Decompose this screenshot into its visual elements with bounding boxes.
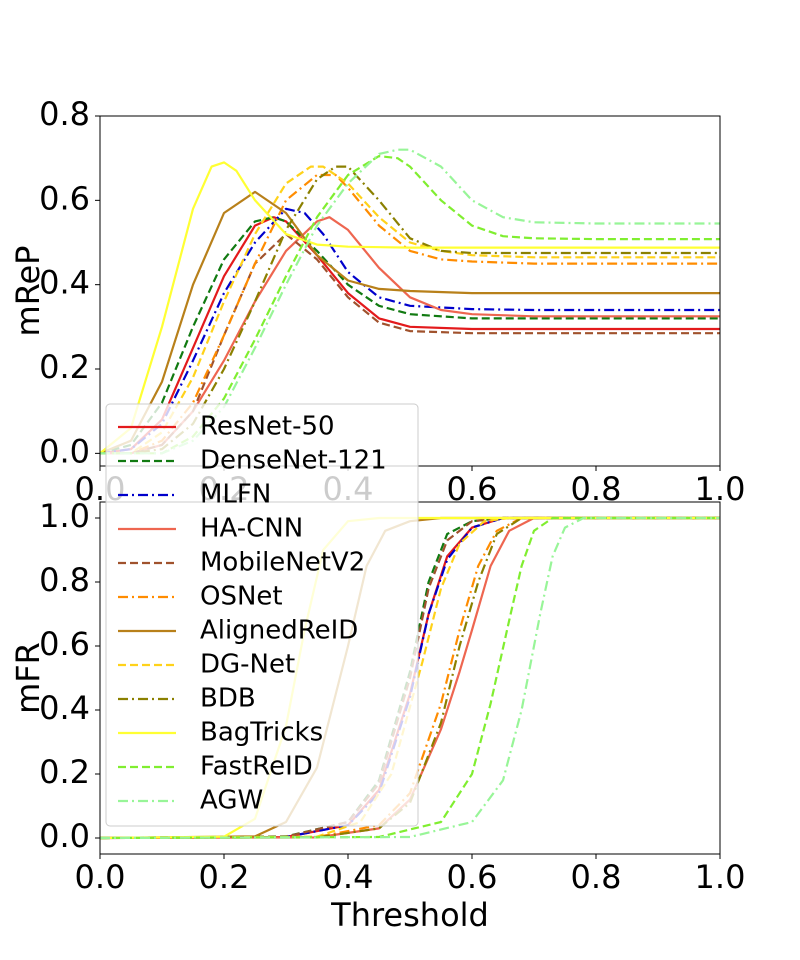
bottom-x-tick-label: 0.0 bbox=[75, 858, 126, 896]
legend-label: ResNet-50 bbox=[200, 412, 335, 442]
legend: ResNet-50 DenseNet-121 MLFN HA-CNN MobileNet… bbox=[105, 403, 419, 827]
bottom-x-tick-label: 1.0 bbox=[695, 858, 746, 896]
legend-label: AGW bbox=[200, 786, 263, 816]
bottom-y-tick-label: 0.6 bbox=[39, 625, 90, 663]
legend-entry: DenseNet-121 bbox=[118, 446, 387, 476]
top-y-tick-label: 0.6 bbox=[39, 179, 90, 217]
bottom-y-tick-label: 0.8 bbox=[39, 561, 90, 599]
legend-entry: BagTricks bbox=[118, 718, 323, 748]
legend-label: BagTricks bbox=[200, 718, 323, 748]
bottom-series-line-osnet bbox=[100, 516, 720, 840]
legend-entry: FastReID bbox=[118, 752, 313, 782]
top-series-line-bagtricks bbox=[100, 161, 720, 455]
bottom-series-line-fastreid bbox=[100, 516, 720, 840]
legend-label: OSNet bbox=[200, 582, 283, 612]
legend-entry: MobileNetV2 bbox=[118, 548, 365, 578]
bottom-y-tick-label: 0.4 bbox=[39, 689, 90, 727]
bottom-x-tick-label: 0.2 bbox=[199, 858, 250, 896]
legend-entry: BDB bbox=[118, 684, 256, 714]
legend-label: DG-Net bbox=[200, 650, 295, 680]
bottom-y-tick-label: 0.2 bbox=[39, 753, 90, 791]
bottom-series-line-mlfn bbox=[100, 516, 720, 840]
legend-entry: AGW bbox=[118, 786, 263, 816]
legend-entry: ResNet-50 bbox=[118, 412, 335, 442]
bottom-series-line-ha-cnn bbox=[100, 516, 720, 840]
top-series-line-mlfn bbox=[100, 207, 720, 455]
top-y-axis-label: mReP bbox=[9, 246, 47, 337]
top-series-line-alignedreid bbox=[100, 190, 720, 455]
legend-entry: HA-CNN bbox=[118, 514, 303, 544]
top-y-tick-label: 0.4 bbox=[39, 264, 90, 302]
legend-label: DenseNet-121 bbox=[200, 446, 387, 476]
legend-label: BDB bbox=[200, 684, 256, 714]
bottom-series-line-dg-net bbox=[100, 516, 720, 840]
legend-entry: AlignedReID bbox=[118, 616, 358, 646]
bottom-y-tick-label: 0.0 bbox=[39, 817, 90, 855]
bottom-x-tick-label: 0.8 bbox=[571, 858, 622, 896]
top-series-line-densenet-121 bbox=[100, 216, 720, 455]
bottom-y-tick-label: 1.0 bbox=[39, 497, 90, 535]
legend-entry: OSNet bbox=[118, 582, 283, 612]
bottom-series-line-agw bbox=[100, 516, 720, 840]
bottom-x-tick-label: 0.6 bbox=[447, 858, 498, 896]
bottom-series-line-bdb bbox=[100, 516, 720, 840]
bottom-x-axis-label: Threshold bbox=[330, 896, 489, 934]
bottom-y-axis-label: mFR bbox=[9, 642, 47, 714]
legend-label: FastReID bbox=[200, 752, 313, 782]
bottom-series-line-mobilenetv2 bbox=[100, 516, 720, 840]
bottom-plot-ticks: 0.0 0.2 0.4 0.6 0.8 1.0 0.0 0.2 0.4 0.6 0.8 1.0 bbox=[39, 497, 745, 896]
top-y-tick-label: 0.2 bbox=[39, 348, 90, 386]
legend-box bbox=[105, 403, 419, 827]
legend-entry: MLFN bbox=[118, 480, 271, 510]
legend-entry: DG-Net bbox=[118, 650, 295, 680]
legend-label: HA-CNN bbox=[200, 514, 303, 544]
top-series-line-resnet-50 bbox=[100, 216, 720, 455]
legend-label: MLFN bbox=[200, 480, 271, 510]
bottom-x-tick-label: 0.4 bbox=[323, 858, 374, 896]
legend-label: MobileNetV2 bbox=[200, 548, 365, 578]
top-y-tick-label: 0.0 bbox=[39, 432, 90, 470]
legend-label: AlignedReID bbox=[200, 616, 358, 646]
top-y-tick-label: 0.8 bbox=[39, 95, 90, 133]
